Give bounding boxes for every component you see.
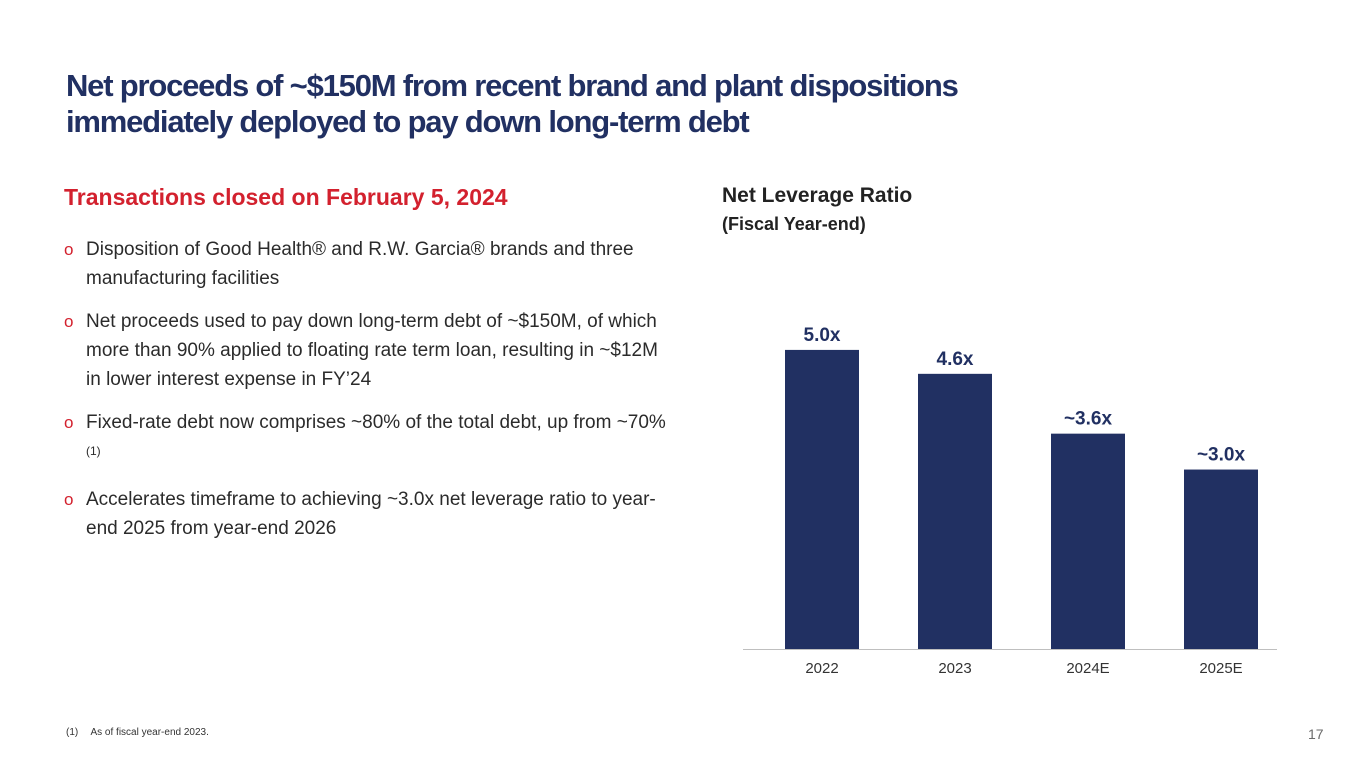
x-tick-label: 2024E <box>1066 660 1109 677</box>
bullet-text: Disposition of Good Health® and R.W. Gar… <box>86 239 634 289</box>
bullet-circle-icon: o <box>64 413 74 432</box>
bar-2022 <box>785 349 859 649</box>
chart-title: Net Leverage Ratio <box>722 184 913 207</box>
bullet-list: o Disposition of Good Health® and R.W. G… <box>64 235 674 557</box>
page-title-line-1: Net proceeds of ~$150M from recent brand… <box>66 68 959 103</box>
bullet-item: o Accelerates timeframe to achieving ~3.… <box>64 485 674 543</box>
bar-value-label: ~3.0x <box>1197 445 1246 466</box>
bar-value-label: ~3.6x <box>1064 409 1113 430</box>
footnote-number: (1) <box>66 727 79 738</box>
page-title-line-2: immediately deployed to pay down long-te… <box>66 104 750 139</box>
page-title: Net proceeds of ~$150M from recent brand… <box>66 68 1216 140</box>
bullet-circle-icon: o <box>64 240 74 259</box>
bar-2023 <box>918 373 992 649</box>
x-tick-label: 2025E <box>1199 660 1242 677</box>
footnote-reference: (1) <box>86 444 101 458</box>
footnote-text: As of fiscal year-end 2023. <box>90 727 209 738</box>
transactions-subheading: Transactions closed on February 5, 2024 <box>64 184 508 210</box>
x-tick-label: 2023 <box>938 660 971 677</box>
net-leverage-bar-chart: 5.0x 2022 4.6x 2023 ~3.6x 2024E ~3.0x 2025E <box>743 325 1277 677</box>
footnote: (1) As of fiscal year-end 2023. <box>66 727 209 738</box>
chart-subtitle: (Fiscal Year-end) <box>722 214 866 234</box>
bullet-circle-icon: o <box>64 312 74 331</box>
x-tick-label: 2022 <box>805 660 838 677</box>
bullet-item: o Disposition of Good Health® and R.W. G… <box>64 235 674 293</box>
bullet-text: Net proceeds used to pay down long-term … <box>86 311 658 390</box>
bar-2024e <box>1051 433 1125 649</box>
bullet-circle-icon: o <box>64 490 74 509</box>
bar-2025e <box>1184 469 1258 649</box>
bullet-item: o Net proceeds used to pay down long-ter… <box>64 307 674 394</box>
bullet-item: o Fixed-rate debt now comprises ~80% of … <box>64 408 674 471</box>
bullet-text: Accelerates timeframe to achieving ~3.0x… <box>86 489 656 539</box>
bar-value-label: 4.6x <box>937 349 974 370</box>
bullet-text: Fixed-rate debt now comprises ~80% of th… <box>86 412 666 433</box>
page-number: 17 <box>1308 726 1324 742</box>
bar-value-label: 5.0x <box>804 325 841 346</box>
